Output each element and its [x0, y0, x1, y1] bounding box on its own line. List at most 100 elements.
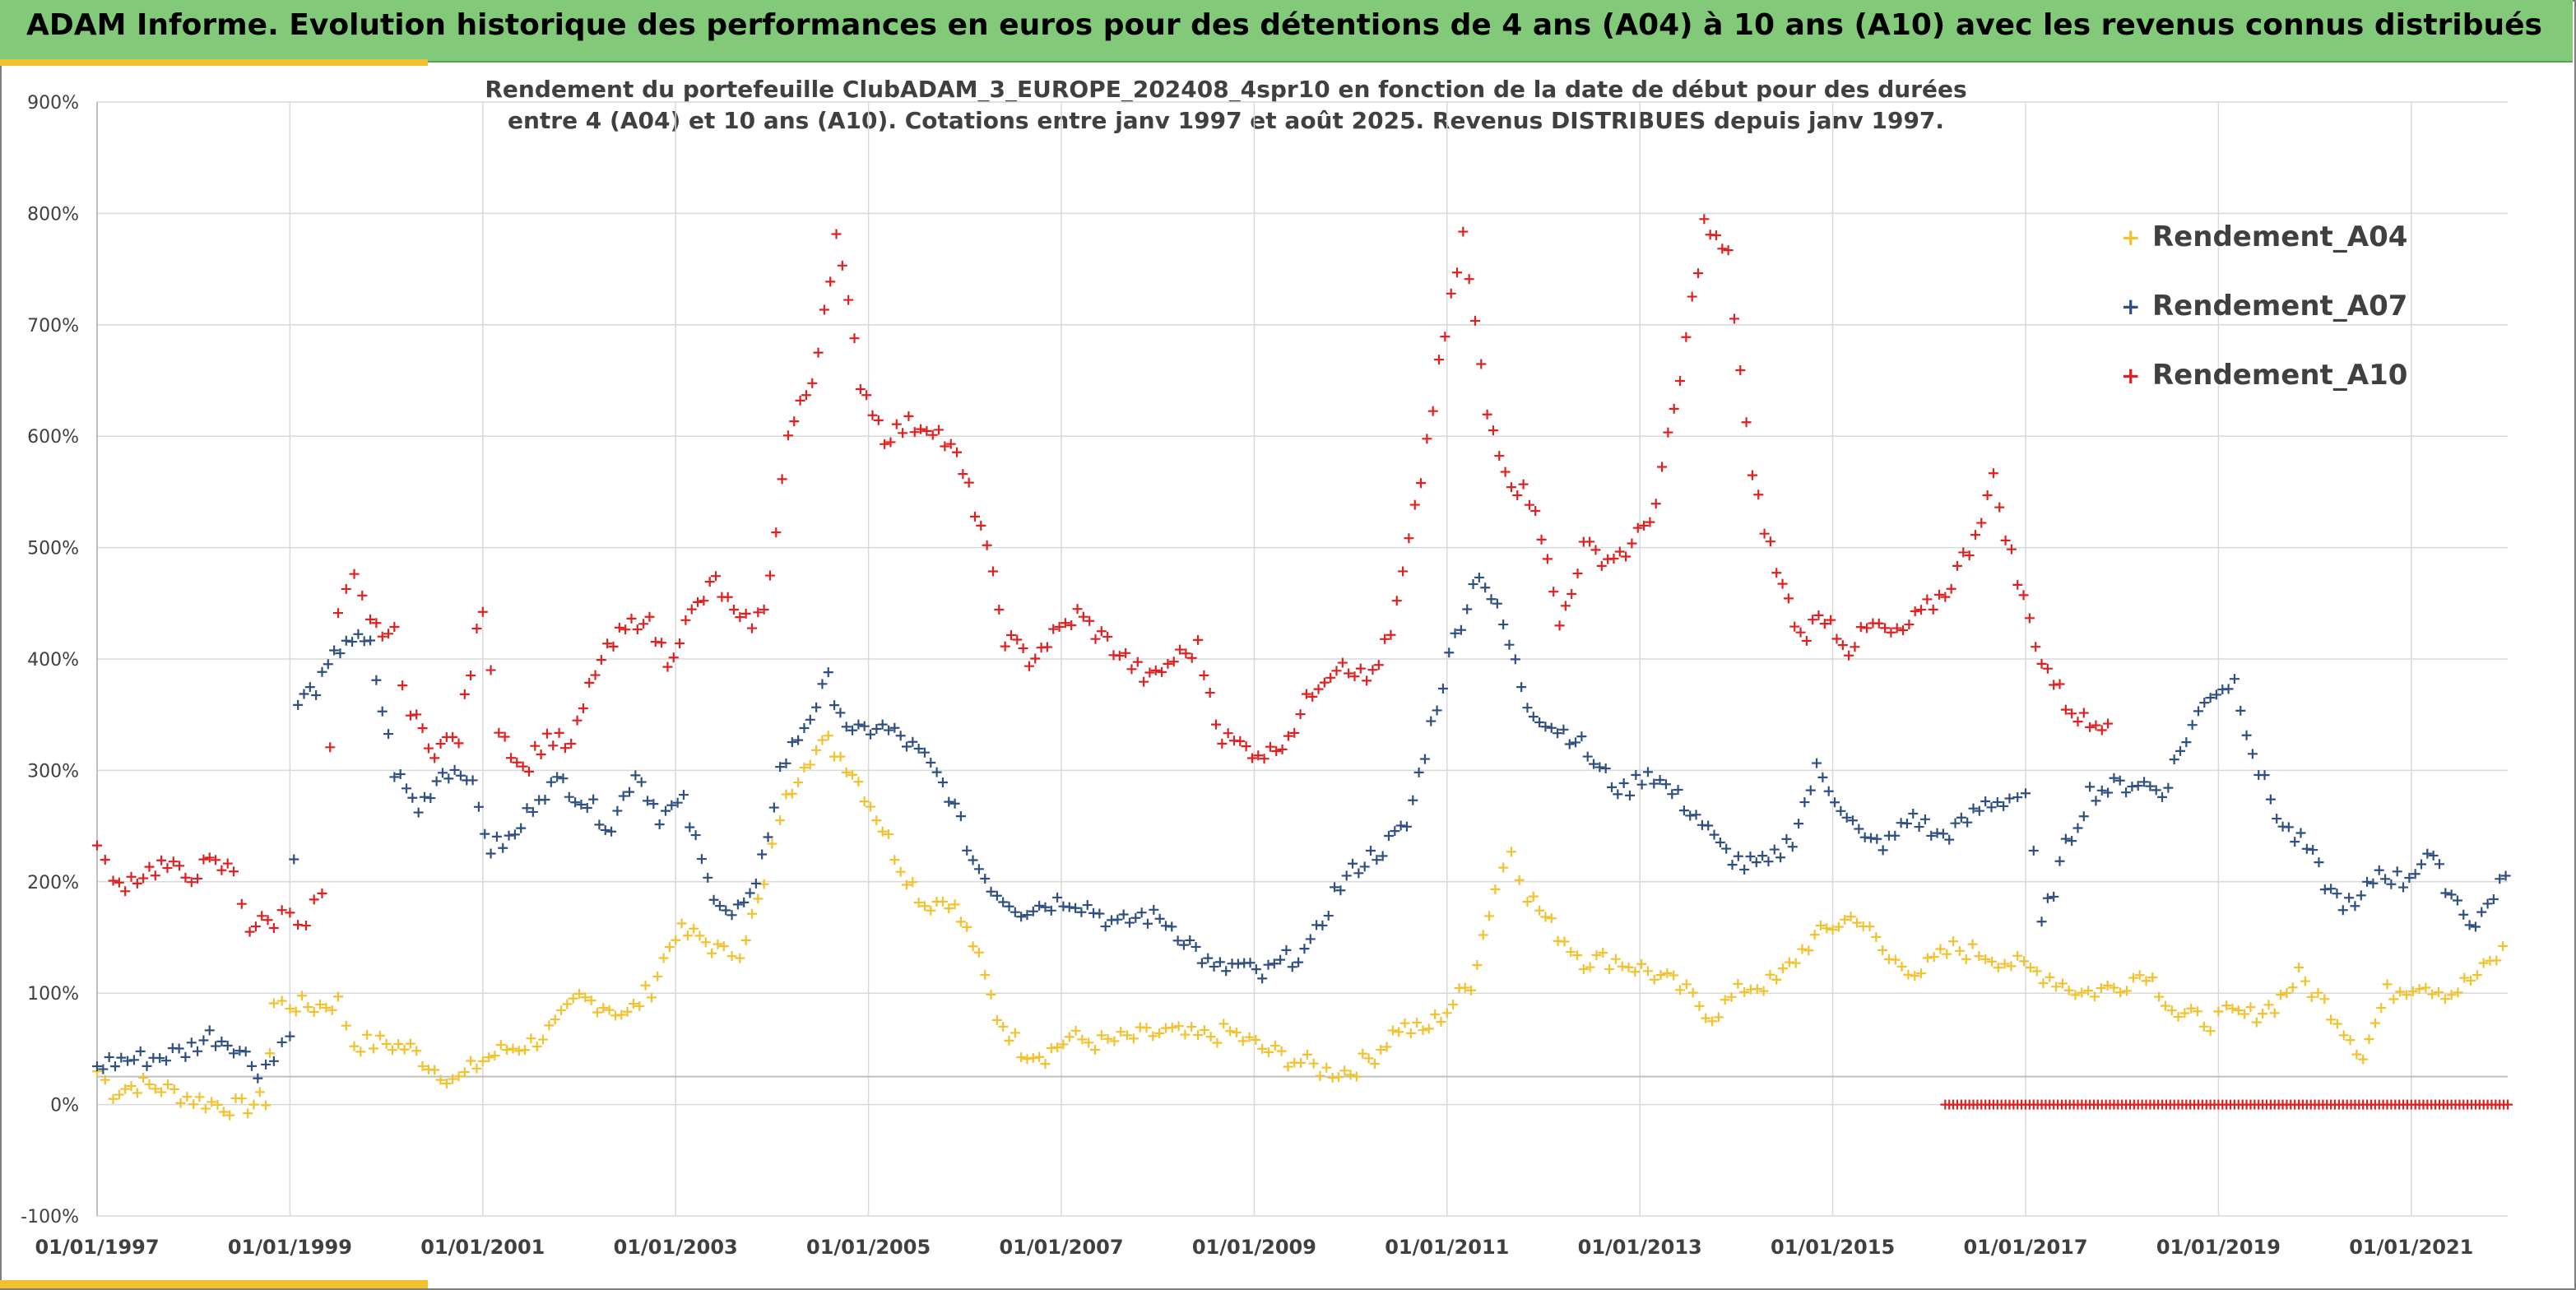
accent-bar-bottom: [0, 1280, 428, 1288]
data-point-marker: [1235, 735, 1246, 746]
data-point-marker: [767, 838, 777, 849]
data-point-marker: [132, 1088, 142, 1098]
data-point-marker: [498, 842, 508, 853]
data-point-marker: [1070, 903, 1081, 913]
data-point-marker: [2376, 1003, 2387, 1014]
data-point-marker: [437, 768, 448, 778]
data-point-marker: [1935, 944, 1946, 954]
data-point-marker: [1999, 958, 2010, 969]
data-point-marker: [1419, 754, 1430, 764]
data-point-marker: [1789, 621, 1800, 632]
data-point-marker: [1576, 731, 1587, 742]
data-point-marker: [711, 571, 722, 582]
data-point-marker: [1871, 931, 1882, 942]
data-point-marker: [2103, 787, 2114, 798]
data-point-marker: [937, 896, 948, 907]
data-point-marker: [648, 799, 659, 810]
data-point-marker: [353, 629, 364, 639]
data-point-marker: [1122, 1030, 1133, 1041]
data-point-marker: [2482, 898, 2493, 909]
data-point-marker: [544, 1020, 555, 1031]
data-point-marker: [2157, 791, 2168, 802]
data-point-marker: [2179, 1008, 2190, 1019]
x-tick-label: 01/01/2021: [2349, 1236, 2473, 1259]
data-point-marker: [1632, 522, 1643, 533]
data-point-marker: [1613, 789, 1623, 800]
data-point-marker: [746, 908, 757, 919]
data-point-marker: [817, 735, 828, 745]
data-point-marker: [764, 570, 775, 581]
data-point-marker: [823, 731, 833, 741]
data-point-marker: [1610, 954, 1621, 964]
data-point-marker: [1064, 1032, 1074, 1042]
data-point-marker: [1617, 961, 1627, 972]
data-point-marker: [325, 742, 336, 753]
data-point-marker: [952, 447, 963, 457]
data-point-marker: [1948, 936, 1959, 947]
data-point-marker: [108, 875, 118, 886]
data-point-marker: [1405, 1028, 1416, 1038]
data-point-marker: [630, 770, 641, 781]
data-point-marker: [1709, 829, 1720, 840]
y-tick-label: 700%: [27, 316, 79, 336]
data-point-marker: [2102, 980, 2113, 991]
data-point-marker: [2313, 987, 2323, 998]
data-point-marker: [1596, 560, 1607, 571]
data-point-marker: [986, 886, 996, 897]
data-point-marker: [1302, 1049, 1312, 1060]
data-point-marker: [643, 796, 653, 806]
data-point-marker: [1023, 661, 1034, 671]
data-point-marker: [2109, 982, 2119, 993]
data-point-marker: [128, 1055, 139, 1065]
data-point-marker: [644, 611, 655, 622]
data-point-marker: [193, 1046, 203, 1056]
data-point-marker: [2427, 989, 2438, 1000]
data-point-marker: [1898, 625, 1909, 636]
data-point-marker: [602, 638, 613, 649]
data-point-marker: [2227, 1003, 2238, 1014]
data-point-marker: [2211, 689, 2221, 700]
data-point-marker: [1199, 1024, 1209, 1035]
data-point-marker: [867, 410, 878, 420]
data-point-marker: [116, 1052, 127, 1063]
data-point-marker: [123, 1056, 133, 1066]
data-point-marker: [1315, 1070, 1325, 1081]
data-point-marker: [740, 608, 751, 619]
data-point-marker: [423, 743, 434, 754]
data-point-marker: [2213, 1006, 2224, 1017]
data-point-marker: [1325, 672, 1336, 683]
data-point-marker: [1890, 830, 1901, 841]
data-point-marker: [1114, 651, 1125, 661]
data-point-marker: [211, 855, 221, 865]
data-point-marker: [2186, 1003, 2197, 1014]
data-point-marker: [1209, 961, 1219, 972]
data-point-marker: [247, 1060, 258, 1071]
data-point-marker: [540, 794, 550, 805]
data-point-marker: [1669, 970, 1679, 981]
data-point-marker: [1845, 912, 1856, 922]
data-point-marker: [612, 805, 623, 816]
data-point-marker: [467, 775, 478, 786]
data-point-marker: [268, 998, 279, 1009]
data-point-marker: [1387, 1025, 1398, 1036]
data-point-marker: [907, 877, 918, 888]
data-point-marker: [1413, 767, 1424, 777]
data-point-marker: [1553, 728, 1563, 739]
data-point-marker: [1016, 1052, 1027, 1063]
data-point-marker: [1956, 812, 1966, 823]
data-point-marker: [735, 612, 745, 623]
data-point-marker: [2258, 1009, 2268, 1019]
data-point-marker: [1118, 909, 1129, 920]
data-point-marker: [2233, 1005, 2244, 1016]
data-point-marker: [1598, 948, 1608, 958]
data-point-marker: [871, 724, 882, 735]
data-point-marker: [1940, 592, 1951, 602]
data-point-marker: [558, 773, 569, 784]
legend-label-a07: Rendement_A07: [2152, 290, 2408, 322]
series-layer: [92, 214, 2513, 1121]
data-point-marker: [502, 1045, 513, 1056]
data-point-marker: [222, 858, 233, 869]
data-point-marker: [757, 849, 768, 860]
data-point-marker: [1998, 800, 2009, 811]
data-point-marker: [594, 819, 605, 830]
